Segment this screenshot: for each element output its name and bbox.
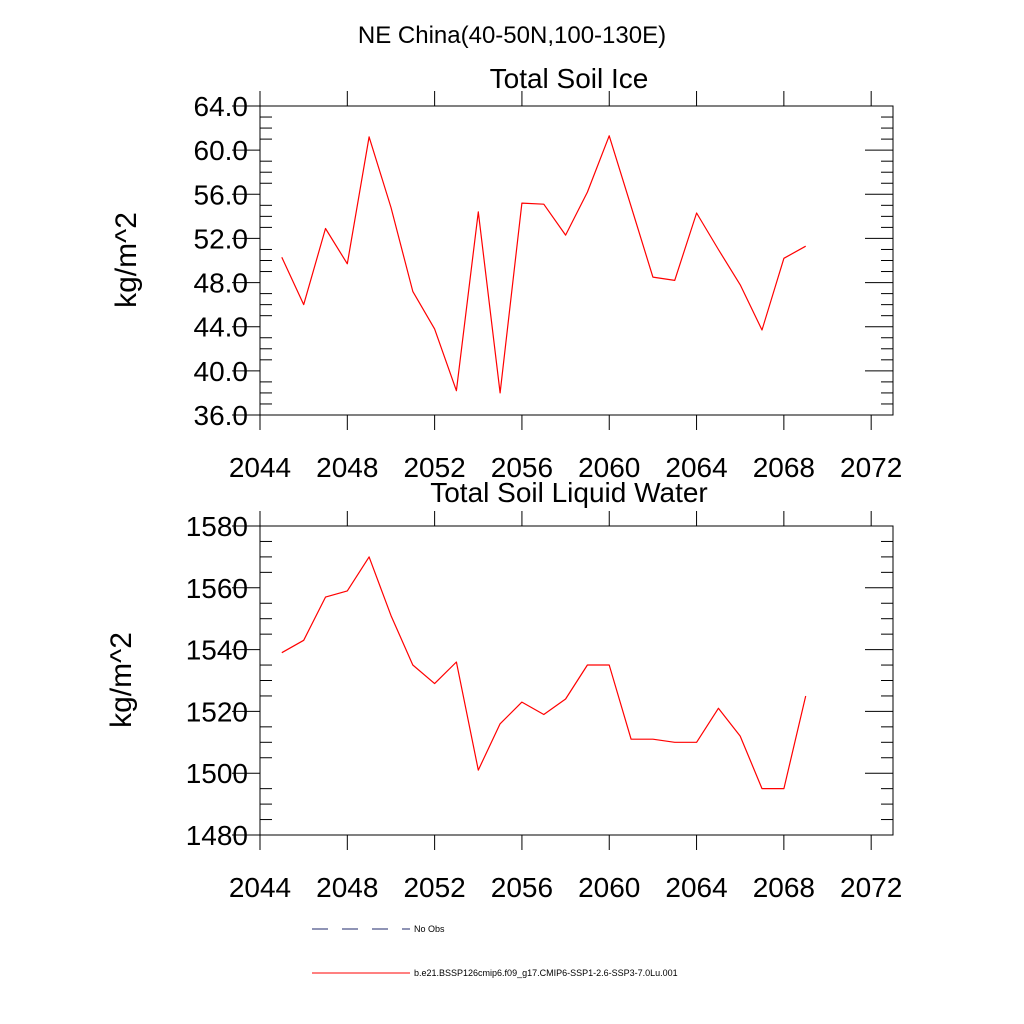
- legend-label-model-run: b.e21.BSSP126cmip6.f09_g17.CMIP6-SSP1-2.…: [414, 968, 678, 978]
- x-tick-label: 2052: [403, 872, 465, 903]
- x-tick-label: 2052: [403, 452, 465, 483]
- y-tick-label: 1520: [186, 696, 248, 727]
- legend: No Obs b.e21.BSSP126cmip6.f09_g17.CMIP6-…: [312, 924, 678, 978]
- y-tick-label: 40.0: [194, 356, 249, 387]
- y-tick-label: 64.0: [194, 91, 249, 122]
- y-tick-label: 44.0: [194, 312, 249, 343]
- y-tick-label: 56.0: [194, 179, 249, 210]
- y-axis-label-soil-ice: kg/m^2: [110, 212, 143, 308]
- y-tick-label: 48.0: [194, 268, 249, 299]
- x-tick-label: 2072: [840, 872, 902, 903]
- x-tick-label: 2064: [665, 872, 727, 903]
- x-tick-label: 2068: [753, 872, 815, 903]
- x-tick-label: 2060: [578, 872, 640, 903]
- soil-liquid-water-panel: Total Soil Liquid Water kg/m^2 2044 2048 2…: [105, 477, 902, 903]
- x-tick-label: 2068: [753, 452, 815, 483]
- x-tick-label: 2064: [665, 452, 727, 483]
- y-tick-label: 36.0: [194, 400, 249, 431]
- soil-ice-panel: Total Soil Ice kg/m^2 2044 2048 2052 2056 20…: [110, 63, 902, 483]
- figure-title: NE China(40-50N,100-130E): [358, 22, 666, 49]
- legend-label-no-obs: No Obs: [414, 924, 445, 934]
- x-tick-label: 2044: [229, 452, 291, 483]
- plot-frame-soil-liquid-water: [259, 525, 894, 836]
- plot-frame-soil-ice: [259, 105, 894, 416]
- x-tick-label: 2044: [229, 872, 291, 903]
- y-tick-label: 1560: [186, 573, 248, 604]
- x-tick-label: 2056: [491, 872, 553, 903]
- y-tick-label: 52.0: [194, 223, 249, 254]
- y-tick-label: 1500: [186, 758, 248, 789]
- series-line-soil-ice: [281, 135, 806, 394]
- series-line-soil-liquid-water: [281, 556, 807, 790]
- y-tick-label: 1580: [186, 511, 248, 542]
- x-tick-label: 2060: [578, 452, 640, 483]
- y-tick-label: 60.0: [194, 135, 249, 166]
- x-tick-label: 2056: [491, 452, 553, 483]
- x-tick-label: 2072: [840, 452, 902, 483]
- panel-title-soil-liquid-water: Total Soil Liquid Water: [430, 477, 708, 508]
- x-tick-label: 2048: [316, 452, 378, 483]
- y-axis-label-soil-liquid-water: kg/m^2: [105, 632, 138, 728]
- panel-title-soil-ice: Total Soil Ice: [490, 63, 649, 94]
- x-tick-label: 2048: [316, 872, 378, 903]
- y-tick-label: 1480: [186, 820, 248, 851]
- y-tick-label: 1540: [186, 635, 248, 666]
